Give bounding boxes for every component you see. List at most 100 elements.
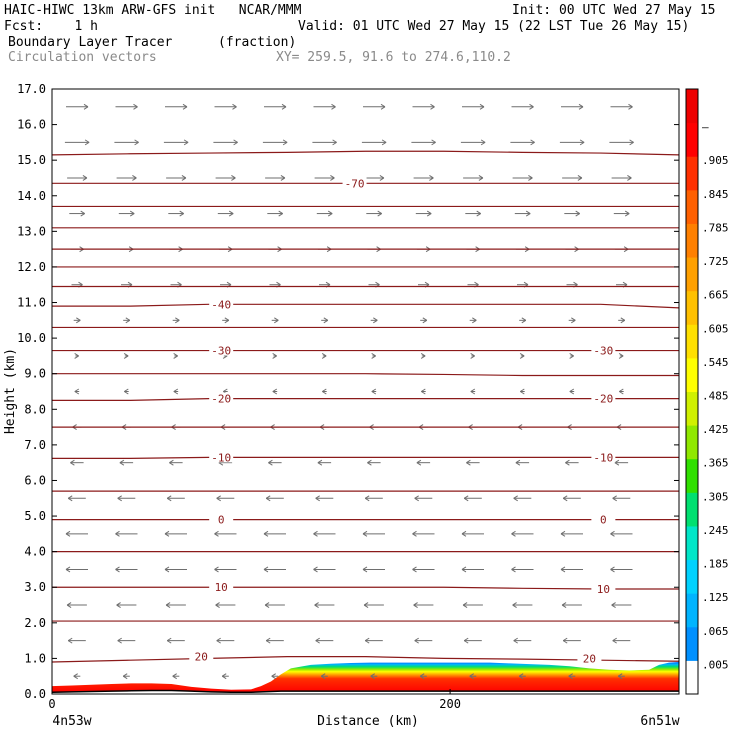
wind-vector bbox=[614, 459, 629, 466]
wind-vector bbox=[215, 175, 236, 181]
colorbar-swatch bbox=[686, 660, 698, 695]
contour-label: 20 bbox=[577, 652, 602, 665]
contour-label: 0 bbox=[209, 513, 234, 527]
wind-vector bbox=[569, 388, 575, 395]
wind-vector bbox=[461, 530, 484, 537]
wind-vector bbox=[316, 210, 333, 217]
y-tick-label: 3.0 bbox=[24, 580, 46, 594]
tracer-surface-layer bbox=[52, 661, 679, 693]
wind-vector bbox=[64, 139, 90, 146]
wind-vector bbox=[513, 637, 532, 644]
svg-text:20: 20 bbox=[195, 651, 208, 664]
y-tick-label: 15.0 bbox=[17, 153, 46, 167]
wind-vector bbox=[221, 673, 229, 680]
temperature-contour bbox=[52, 586, 679, 590]
wind-vector bbox=[512, 175, 533, 181]
colorbar-label: .365 bbox=[702, 457, 729, 470]
wind-vector bbox=[315, 495, 334, 502]
wind-vector bbox=[611, 602, 632, 608]
svg-text:10: 10 bbox=[597, 583, 610, 596]
wind-vector bbox=[568, 317, 576, 324]
wind-vector bbox=[216, 495, 235, 502]
wind-vector bbox=[272, 352, 277, 359]
wind-vector bbox=[265, 495, 284, 502]
wind-vector bbox=[321, 317, 329, 324]
wind-vector bbox=[173, 352, 178, 359]
colorbar-label: .125 bbox=[702, 591, 729, 604]
wind-vector bbox=[166, 637, 185, 644]
wind-vector bbox=[611, 175, 632, 181]
wind-vector bbox=[74, 388, 80, 395]
wind-vector bbox=[168, 210, 184, 217]
colorbar-label: .845 bbox=[702, 188, 729, 201]
wind-vector bbox=[460, 139, 486, 146]
wind-vector bbox=[69, 210, 85, 217]
wind-vector bbox=[618, 317, 626, 324]
wind-vector bbox=[213, 139, 238, 146]
tracer-field bbox=[52, 661, 679, 693]
contour-label: -40 bbox=[209, 298, 234, 311]
wind-vector bbox=[515, 459, 530, 466]
wind-vector bbox=[463, 637, 482, 644]
wind-vector bbox=[414, 495, 433, 502]
wind-vector bbox=[164, 566, 187, 573]
wind-vector bbox=[70, 459, 84, 466]
y-tick-label: 8.0 bbox=[24, 402, 46, 416]
wind-vector bbox=[66, 103, 89, 110]
colorbar-swatch bbox=[686, 626, 698, 661]
wind-vector bbox=[564, 210, 580, 217]
wind-vector bbox=[511, 103, 534, 110]
wind-vector bbox=[265, 637, 284, 644]
wind-vector bbox=[469, 317, 477, 324]
contour-label: -20 bbox=[591, 392, 616, 406]
colorbar-swatch bbox=[686, 357, 698, 392]
wind-vector bbox=[166, 495, 185, 502]
header-line2-right: Valid: 01 UTC Wed 27 May 15 (22 LST Tue … bbox=[298, 19, 690, 34]
y-tick-label: 14.0 bbox=[17, 189, 46, 203]
y-tick-label: 10.0 bbox=[17, 331, 46, 345]
wind-vector bbox=[321, 352, 327, 359]
wind-vector bbox=[619, 388, 624, 395]
svg-text:-10: -10 bbox=[593, 451, 613, 464]
cross-section-coords: XY= 259.5, 91.6 to 274.6,110.2 bbox=[276, 50, 511, 65]
colorbar-label: .725 bbox=[702, 255, 729, 268]
temperature-contour bbox=[52, 656, 679, 663]
colorbar-swatch bbox=[686, 156, 698, 191]
wind-vector bbox=[165, 602, 186, 608]
wind-vector bbox=[312, 139, 337, 146]
wind-vector bbox=[520, 388, 525, 395]
wind-vector bbox=[264, 602, 285, 608]
temperature-contour bbox=[52, 373, 679, 377]
wind-vector bbox=[462, 103, 485, 110]
wind-vector bbox=[466, 459, 480, 466]
wind-vector bbox=[118, 210, 135, 217]
colorbar-swatch bbox=[686, 525, 698, 561]
wind-vector bbox=[363, 103, 386, 110]
colorbar-swatch bbox=[686, 492, 698, 527]
header-line1-right: Init: 00 UTC Wed 27 May 15 bbox=[512, 3, 716, 18]
colorbar-swatch bbox=[686, 324, 698, 359]
colorbar-swatch bbox=[686, 458, 698, 493]
wind-vector bbox=[362, 566, 385, 573]
colorbar-frame bbox=[685, 88, 699, 695]
wind-vector bbox=[462, 602, 483, 608]
svg-text:0: 0 bbox=[218, 514, 225, 527]
svg-text:-20: -20 bbox=[593, 393, 613, 406]
wind-vector bbox=[115, 566, 138, 573]
vector-title: Circulation vectors bbox=[8, 50, 157, 65]
wind-vector bbox=[371, 352, 376, 359]
wind-vector bbox=[610, 103, 633, 110]
wind-vector bbox=[361, 139, 387, 146]
svg-text:0: 0 bbox=[600, 514, 607, 527]
wind-vector bbox=[413, 602, 434, 608]
svg-text:10: 10 bbox=[215, 581, 228, 594]
colorbar: .005 .065 .125 .185 .245 .305 .365 .425 .485 .545… bbox=[685, 88, 729, 695]
colorbar-label: .485 bbox=[702, 390, 729, 403]
wind-vector bbox=[115, 103, 138, 110]
wind-vector bbox=[561, 103, 584, 110]
contour-label: -10 bbox=[591, 451, 616, 464]
wind-vector bbox=[163, 139, 189, 146]
wind-vector bbox=[313, 530, 336, 537]
wind-vector bbox=[562, 495, 581, 502]
contour-label: -30 bbox=[209, 344, 234, 358]
